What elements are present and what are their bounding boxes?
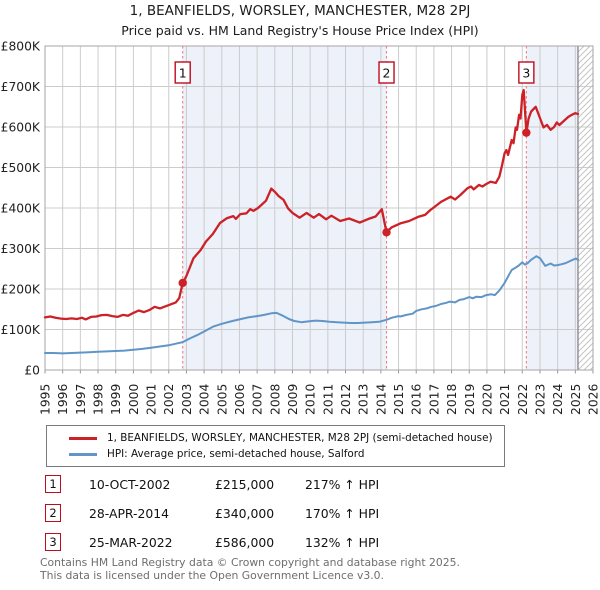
x-tick-label: 1996 — [56, 384, 70, 415]
y-tick-label: £400K — [1, 202, 41, 216]
sale-hpi-percent: 217% ↑ HPI — [305, 477, 380, 492]
price-chart: 1995 1996 1997 1998 1999 2000 2001 2002 2003 2004… — [1, 40, 600, 416]
x-tick-label: 2023 — [533, 384, 547, 415]
footer-licence-line: This data is licensed under the Open Gov… — [40, 568, 384, 582]
x-tick-label: 1995 — [39, 384, 53, 415]
plot-border — [44, 45, 594, 371]
x-tick-label: 2019 — [463, 384, 477, 415]
legend-label-property: 1, BEANFIELDS, WORSLEY, MANCHESTER, M28 … — [107, 432, 493, 444]
x-tick-label: 2003 — [180, 384, 194, 415]
x-tick-label: 2000 — [127, 384, 141, 415]
legend-label-hpi: HPI: Average price, semi-detached house,… — [107, 448, 365, 460]
sale-number-box — [518, 61, 535, 84]
x-tick-label: 2012 — [339, 384, 353, 415]
sale-date: 28-APR-2014 — [89, 506, 170, 521]
sale-date: 25-MAR-2022 — [89, 535, 173, 550]
x-tick-label: 2008 — [268, 384, 282, 415]
x-tick-label: 2005 — [215, 384, 229, 415]
footer-copyright-line: Contains HM Land Registry data © Crown c… — [40, 556, 460, 569]
legend-row-hpi: HPI: Average price, semi-detached house,… — [53, 446, 498, 462]
legend-swatch-hpi-line — [69, 452, 97, 456]
sale-point-marker — [382, 228, 391, 237]
x-tick-label: 2025 — [569, 384, 583, 415]
x-tick-label: 2016 — [410, 384, 424, 415]
x-tick-label: 2009 — [286, 384, 300, 415]
footer: Contains HM Land Registry data © Crown c… — [40, 556, 460, 582]
x-tick-label: 2024 — [551, 384, 565, 415]
x-tick-label: 2007 — [251, 384, 265, 415]
y-tick-label: £600K — [1, 121, 41, 135]
legend-row-property: 1, BEANFIELDS, WORSLEY, MANCHESTER, M28 … — [53, 430, 498, 446]
x-tick-label: 2018 — [445, 384, 459, 415]
legend-swatch-property-line — [69, 436, 97, 440]
x-tick-label: 2020 — [480, 384, 494, 415]
sale-number-box — [378, 61, 395, 84]
x-tick-label: 1997 — [74, 384, 88, 415]
sale-price: £586,000 — [215, 535, 275, 550]
sale-price: £340,000 — [215, 506, 275, 521]
x-tick-label: 2017 — [427, 384, 441, 415]
x-tick-label: 2002 — [162, 384, 176, 415]
sale-table-row: 3 25-MAR-2022 £586,000 132% ↑ HPI — [0, 533, 600, 557]
y-tick-label: £200K — [1, 283, 41, 297]
y-tick-label: £800K — [1, 40, 41, 54]
sale-number-box-label: 2 — [383, 66, 391, 81]
sale-table-row: 2 28-APR-2014 £340,000 170% ↑ HPI — [0, 504, 600, 528]
x-tick-label: 2026 — [587, 384, 600, 415]
chart-subtitle: Price paid vs. HM Land Registry's House … — [121, 23, 479, 38]
chart-title: 1, BEANFIELDS, WORSLEY, MANCHESTER, M28 … — [129, 3, 471, 19]
x-tick-label: 2001 — [145, 384, 159, 415]
sale-number-box-label: 1 — [179, 66, 187, 81]
x-tick-label: 1998 — [92, 384, 106, 415]
x-tick-label: 2010 — [304, 384, 318, 415]
y-tick-label: £100K — [1, 323, 41, 337]
x-tick-label: 2004 — [198, 384, 212, 415]
y-tick-label: £700K — [1, 80, 41, 94]
property-price-line — [43, 88, 580, 321]
y-tick-label: £300K — [1, 242, 41, 256]
sale-price: £215,000 — [215, 477, 275, 492]
sale-hpi-percent: 132% ↑ HPI — [305, 535, 380, 550]
sale-number-badge: 1 — [45, 475, 61, 493]
x-tick-label: 2015 — [392, 384, 406, 415]
future-hatch-region — [577, 46, 593, 370]
x-tick-label: 2011 — [321, 384, 335, 415]
y-tick-label: £500K — [1, 161, 41, 175]
sale-date: 10-OCT-2002 — [89, 477, 171, 492]
hpi-line — [44, 255, 579, 355]
sale-number-box-label: 3 — [522, 66, 530, 81]
sale-number-box — [174, 61, 191, 84]
x-tick-label: 2013 — [357, 384, 371, 415]
sale-hpi-percent: 170% ↑ HPI — [305, 506, 380, 521]
sale-point-marker — [522, 128, 531, 137]
sale-number-badge: 3 — [45, 533, 61, 551]
x-tick-label: 2006 — [233, 384, 247, 415]
x-tick-label: 2021 — [498, 384, 512, 415]
y-tick-label: £0 — [24, 364, 40, 378]
x-tick-label: 2022 — [516, 384, 530, 415]
legend: 1, BEANFIELDS, WORSLEY, MANCHESTER, M28 … — [46, 425, 505, 467]
sale-point-marker — [178, 278, 187, 288]
sale-table-row: 1 10-OCT-2002 £215,000 217% ↑ HPI — [0, 475, 600, 499]
sale-number-badge: 2 — [45, 504, 61, 522]
x-tick-label: 1999 — [109, 384, 123, 415]
x-tick-label: 2014 — [374, 384, 388, 415]
